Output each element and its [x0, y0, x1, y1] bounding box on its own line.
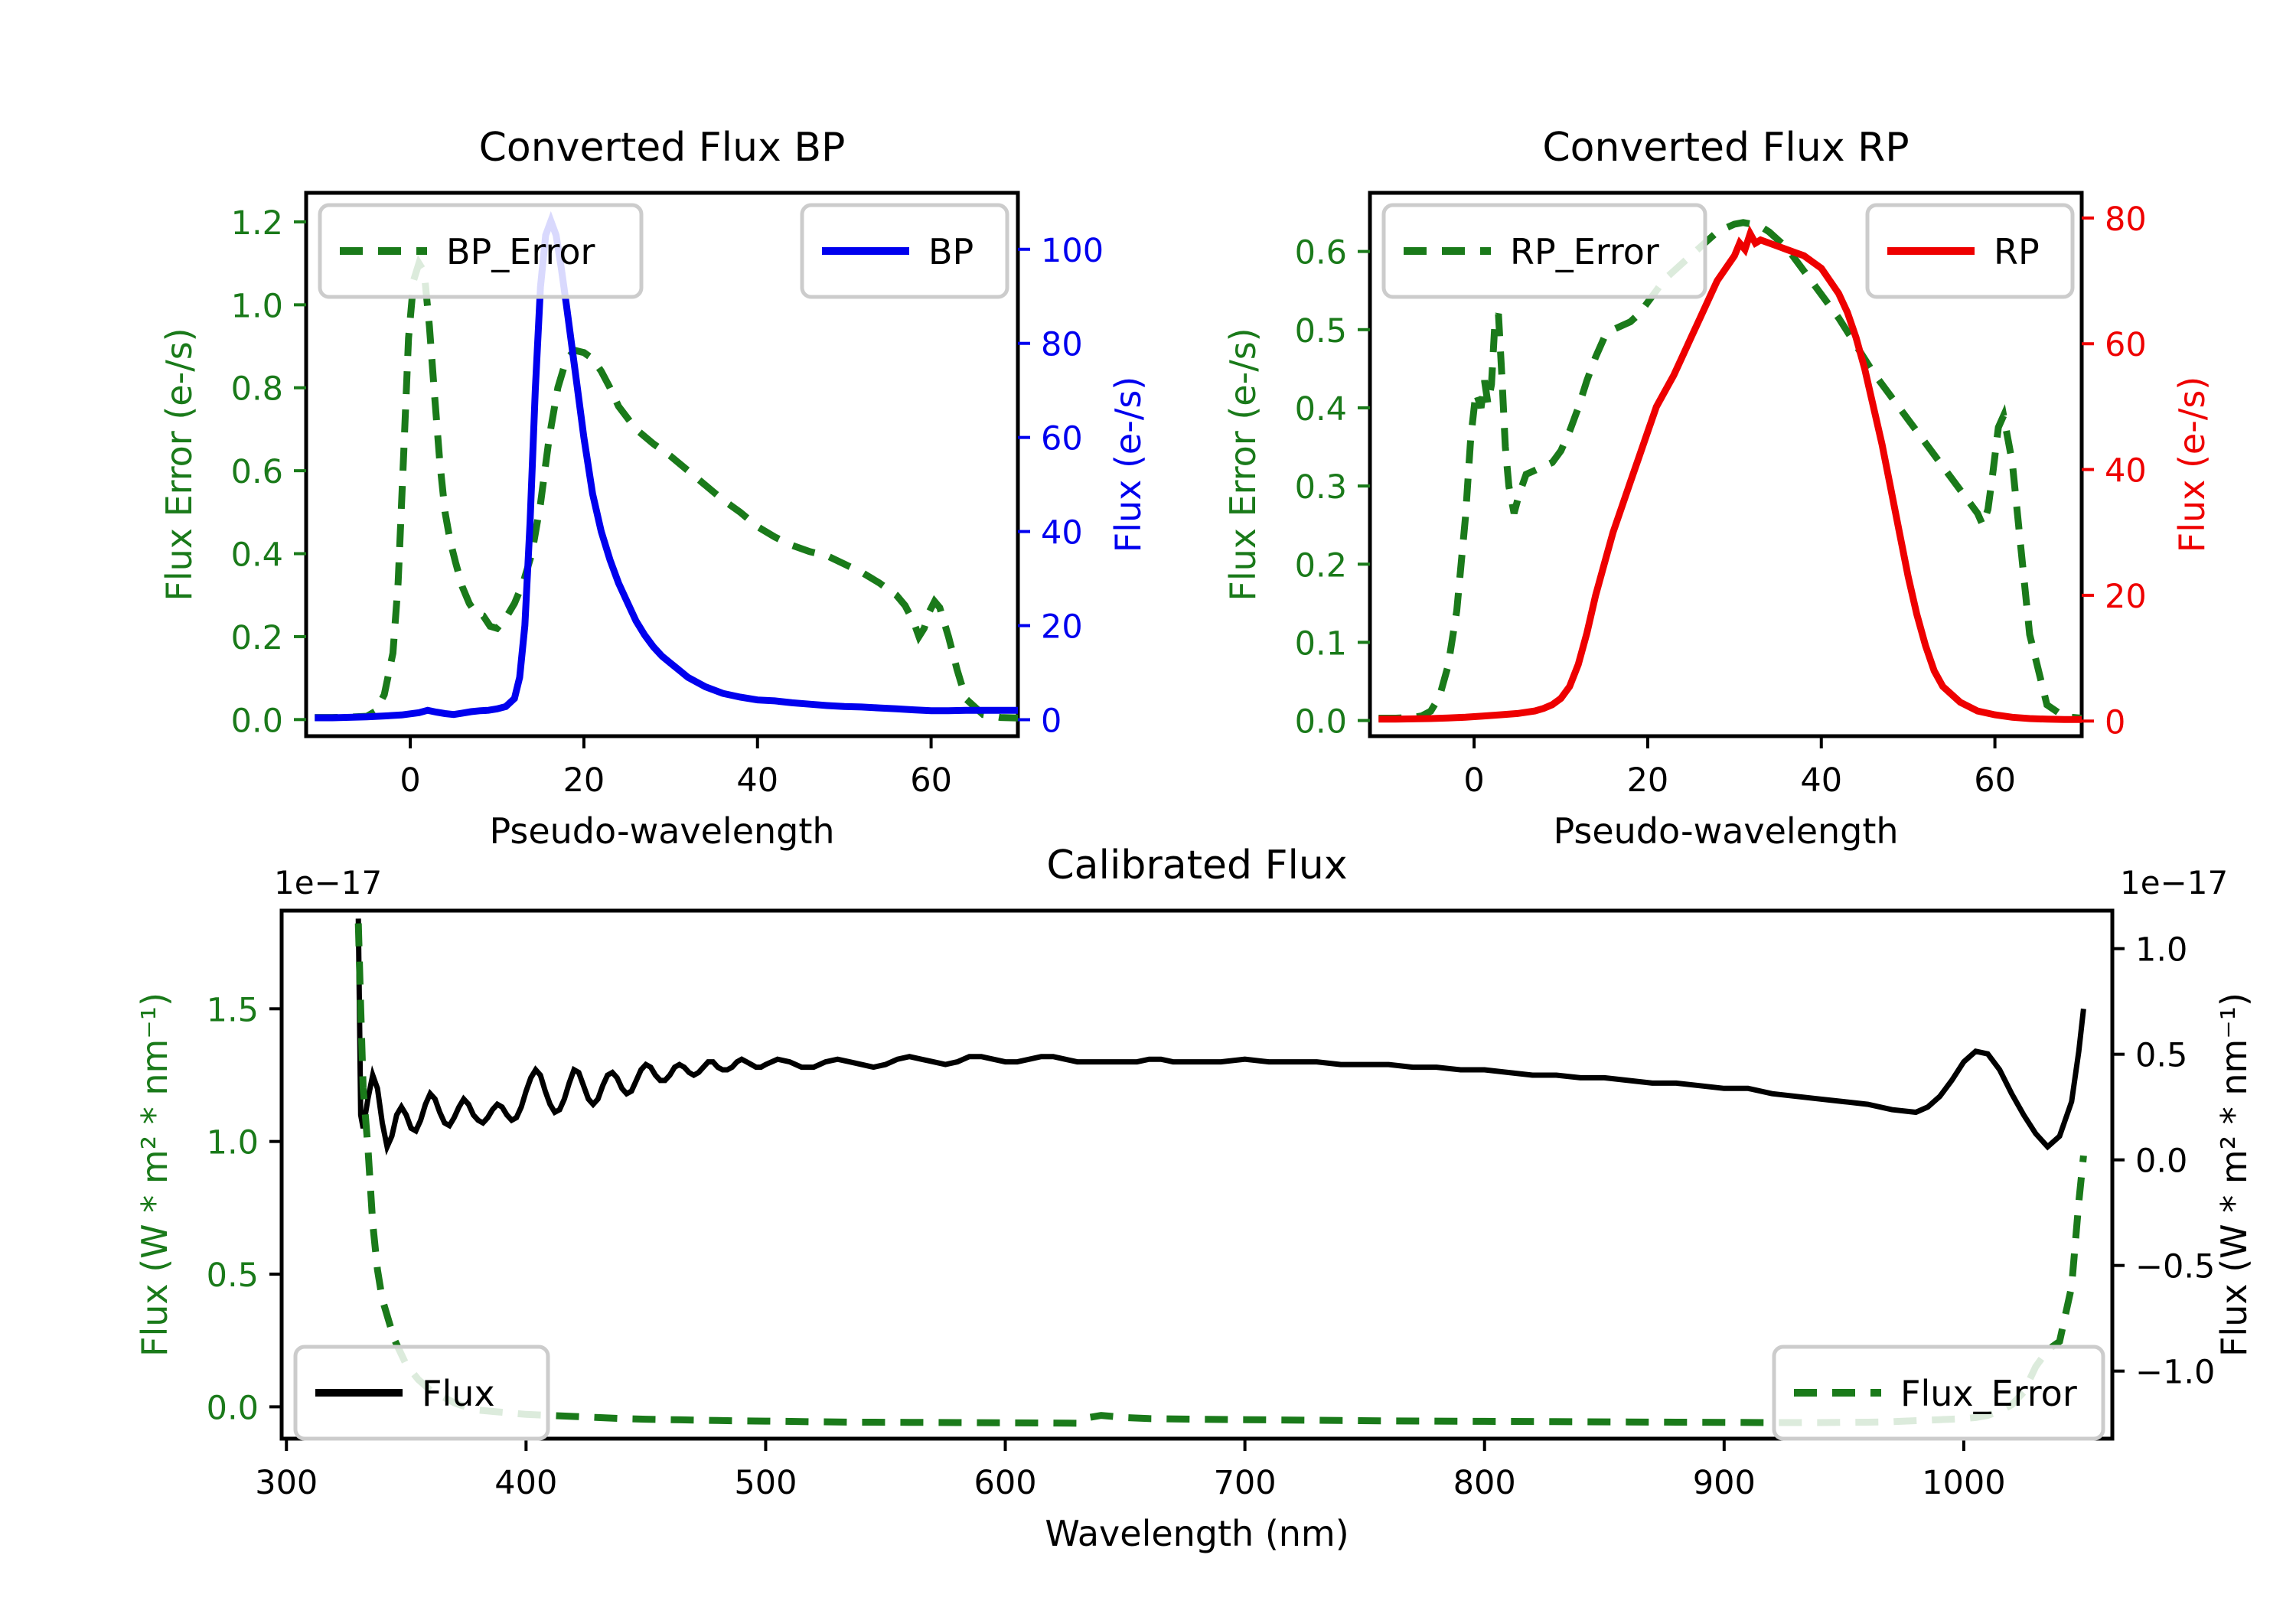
y-left-tick-label-cal: 0.0	[207, 1389, 259, 1427]
legend-rp-error[interactable]: RP_Error	[1381, 203, 1707, 299]
panel-title-rp: Converted Flux RP	[1542, 125, 1909, 171]
y-right-axis-label-rp: Flux (e-/s)	[2171, 376, 2213, 553]
legend-box-flux	[293, 1345, 550, 1441]
y-left-tick-label-bp: 0.0	[231, 702, 283, 740]
legend-bp-error[interactable]: BP_Error	[318, 203, 644, 299]
y-right-tick-label-rp: 0	[2105, 703, 2125, 742]
y-right-tick-label-rp: 80	[2105, 200, 2147, 239]
y-left-tick-label-bp: 0.8	[231, 370, 283, 409]
y-left-tick-label-cal: 0.5	[207, 1257, 259, 1295]
y-left-axis-label-bp: Flux Error (e-/s)	[158, 328, 200, 601]
y-left-tick-label-bp: 0.4	[231, 536, 283, 575]
legend-flux-error[interactable]: Flux_Error	[1772, 1345, 2105, 1441]
legend-label-flux-error: Flux_Error	[1900, 1373, 2077, 1414]
legend-label-rp: RP	[1994, 231, 2040, 272]
x-tick-label-cal: 300	[255, 1464, 318, 1502]
axes-frame-bp	[304, 191, 1020, 738]
x-tick-label-cal: 900	[1693, 1464, 1756, 1502]
y-right-tick-label-bp: 20	[1041, 608, 1083, 647]
y-right-tick-label-cal: −0.5	[2135, 1248, 2215, 1286]
legend-box-flux-error	[1772, 1345, 2105, 1441]
y-right-tick-label-bp: 60	[1041, 420, 1083, 458]
x-tick-label-cal: 400	[494, 1464, 557, 1502]
y-right-tick-label-cal: 0.5	[2135, 1037, 2187, 1075]
x-tick-label-rp: 0	[1463, 761, 1484, 800]
y-left-tick-label-rp: 0.2	[1295, 546, 1347, 585]
y-right-tick-label-rp: 40	[2105, 452, 2147, 491]
y-right-tick-label-bp: 40	[1041, 514, 1083, 553]
series-rp	[1378, 225, 2082, 723]
y-right-tick-label-bp: 100	[1041, 232, 1104, 270]
x-tick-label-cal: 800	[1453, 1464, 1516, 1502]
y-right-tick-label-rp: 60	[2105, 326, 2147, 364]
panel-bp: 0 20 40 60 Pseudo-wavelength 0.0 0.2 0.4 0.6 0.8 1…	[158, 125, 1149, 852]
x-tick-label-rp: 40	[1800, 761, 1842, 800]
legend-label-bp-error: BP_Error	[446, 231, 595, 272]
y-left-tick-label-rp: 0.4	[1295, 390, 1347, 429]
x-tick-label-rp: 60	[1974, 761, 2016, 800]
y-right-tick-label-bp: 80	[1041, 326, 1083, 364]
x-tick-label-bp: 60	[910, 761, 952, 800]
y-left-tick-label-rp: 0.6	[1295, 234, 1347, 272]
axes-frame-rp	[1368, 191, 2084, 738]
y-right-tick-label-cal: 0.0	[2135, 1143, 2187, 1181]
x-tick-label-cal: 700	[1214, 1464, 1277, 1502]
y-right-tick-label-cal: 1.0	[2135, 931, 2187, 970]
x-tick-label-cal: 500	[734, 1464, 797, 1502]
y-left-tick-label-bp: 0.6	[231, 453, 283, 491]
legend-bp[interactable]: BP	[800, 203, 1009, 299]
y-right-tick-label-bp: 0	[1041, 702, 1062, 740]
x-axis-label-bp: Pseudo-wavelength	[489, 810, 834, 852]
y-right-tick-label-cal: −1.0	[2135, 1354, 2215, 1392]
legend-box-rp-error	[1381, 203, 1707, 299]
axes-frame-cal	[279, 908, 2115, 1441]
y-left-axis-label-cal: Flux (W * m² * nm⁻¹)	[134, 993, 175, 1357]
y-right-offset-text-cal: 1e−17	[2120, 864, 2228, 901]
legend-label-bp: BP	[928, 231, 974, 272]
y-left-tick-label-bp: 1.2	[231, 204, 283, 243]
x-tick-label-bp: 20	[563, 761, 605, 800]
x-axis-label-rp: Pseudo-wavelength	[1553, 810, 1898, 852]
y-left-tick-label-rp: 0.1	[1295, 624, 1347, 663]
panel-title-cal: Calibrated Flux	[1046, 843, 1347, 888]
panel-cal: 300 400 500 600 700 800 900 1000 Wavelength (nm)…	[134, 843, 2255, 1554]
panel-rp: 0 20 40 60 Pseudo-wavelength 0.0 0.1 0.2 0.3 0.4 0…	[1222, 125, 2213, 852]
series-bp	[315, 210, 1018, 722]
y-right-axis-label-bp: Flux (e-/s)	[1107, 376, 1149, 553]
y-left-tick-label-cal: 1.5	[207, 991, 259, 1029]
panel-title-bp: Converted Flux BP	[479, 125, 846, 171]
x-tick-label-bp: 0	[400, 761, 420, 800]
legend-label-rp-error: RP_Error	[1510, 231, 1659, 272]
y-right-tick-label-rp: 20	[2105, 578, 2147, 616]
y-left-tick-label-bp: 1.0	[231, 287, 283, 325]
x-axis-label-cal: Wavelength (nm)	[1045, 1513, 1349, 1554]
x-tick-label-rp: 20	[1627, 761, 1669, 800]
legend-box-bp-error	[318, 203, 644, 299]
y-left-tick-label-rp: 0.3	[1295, 468, 1347, 507]
series-bp_error	[315, 255, 1018, 722]
legend-rp[interactable]: RP	[1865, 203, 2075, 299]
y-left-axis-label-rp: Flux Error (e-/s)	[1222, 328, 1264, 601]
legend-label-flux: Flux	[422, 1373, 495, 1414]
y-left-offset-text-cal: 1e−17	[274, 864, 382, 901]
y-left-tick-label-bp: 0.2	[231, 619, 283, 657]
legend-flux[interactable]: Flux	[293, 1345, 550, 1441]
y-left-tick-label-rp: 0.5	[1295, 312, 1347, 350]
y-left-tick-label-rp: 0.0	[1295, 703, 1347, 742]
y-left-tick-label-cal: 1.0	[207, 1124, 259, 1162]
x-tick-label-bp: 40	[736, 761, 778, 800]
x-tick-label-cal: 600	[974, 1464, 1036, 1502]
y-right-axis-label-cal: Flux (W * m² * nm⁻¹)	[2213, 993, 2255, 1357]
x-tick-label-cal: 1000	[1922, 1464, 2005, 1502]
series-flux	[355, 918, 2086, 1156]
